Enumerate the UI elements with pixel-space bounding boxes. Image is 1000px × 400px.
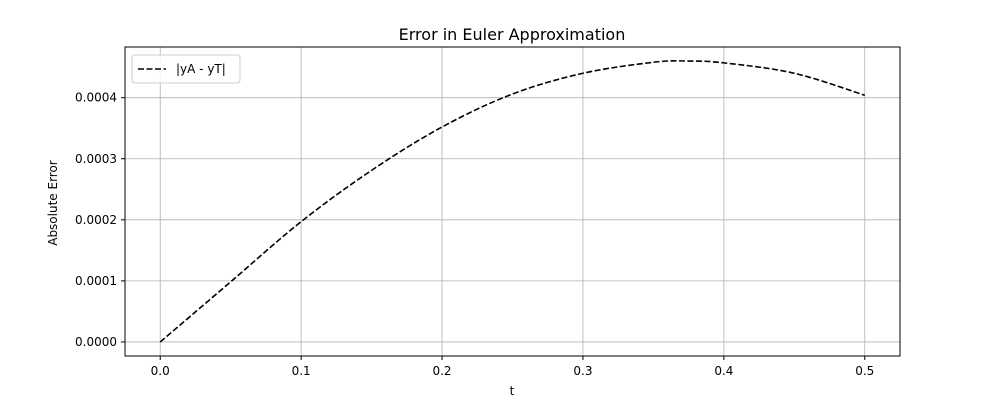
chart-title: Error in Euler Approximation <box>399 25 626 44</box>
x-tick-label: 0.3 <box>573 364 592 378</box>
legend: |yA - yT| <box>131 54 241 84</box>
y-tick-label: 0.0001 <box>75 274 117 288</box>
y-tick-label: 0.0000 <box>75 335 117 349</box>
plot-frame <box>124 46 901 357</box>
y-tick-label: 0.0002 <box>75 213 117 227</box>
x-tick-label: 0.4 <box>714 364 733 378</box>
series-layer <box>159 60 866 343</box>
y-tick-label: 0.0003 <box>75 152 117 166</box>
axis-ticks: 0.0 0.1 0.2 0.3 0.4 0.5 0.0000 0.0001 0.0002 0.00… <box>75 91 874 378</box>
x-tick-label: 0.5 <box>855 364 874 378</box>
legend-label: |yA - yT| <box>176 62 226 76</box>
y-tick-label: 0.0004 <box>75 91 117 105</box>
legend-box <box>131 54 241 84</box>
x-tick-label: 0.2 <box>432 364 451 378</box>
x-tick-label: 0.0 <box>151 364 170 378</box>
x-axis-label: t <box>510 384 515 398</box>
grid <box>125 47 900 356</box>
x-tick-label: 0.1 <box>292 364 311 378</box>
series-line <box>159 60 866 343</box>
y-axis-label: Absolute Error <box>46 160 60 246</box>
